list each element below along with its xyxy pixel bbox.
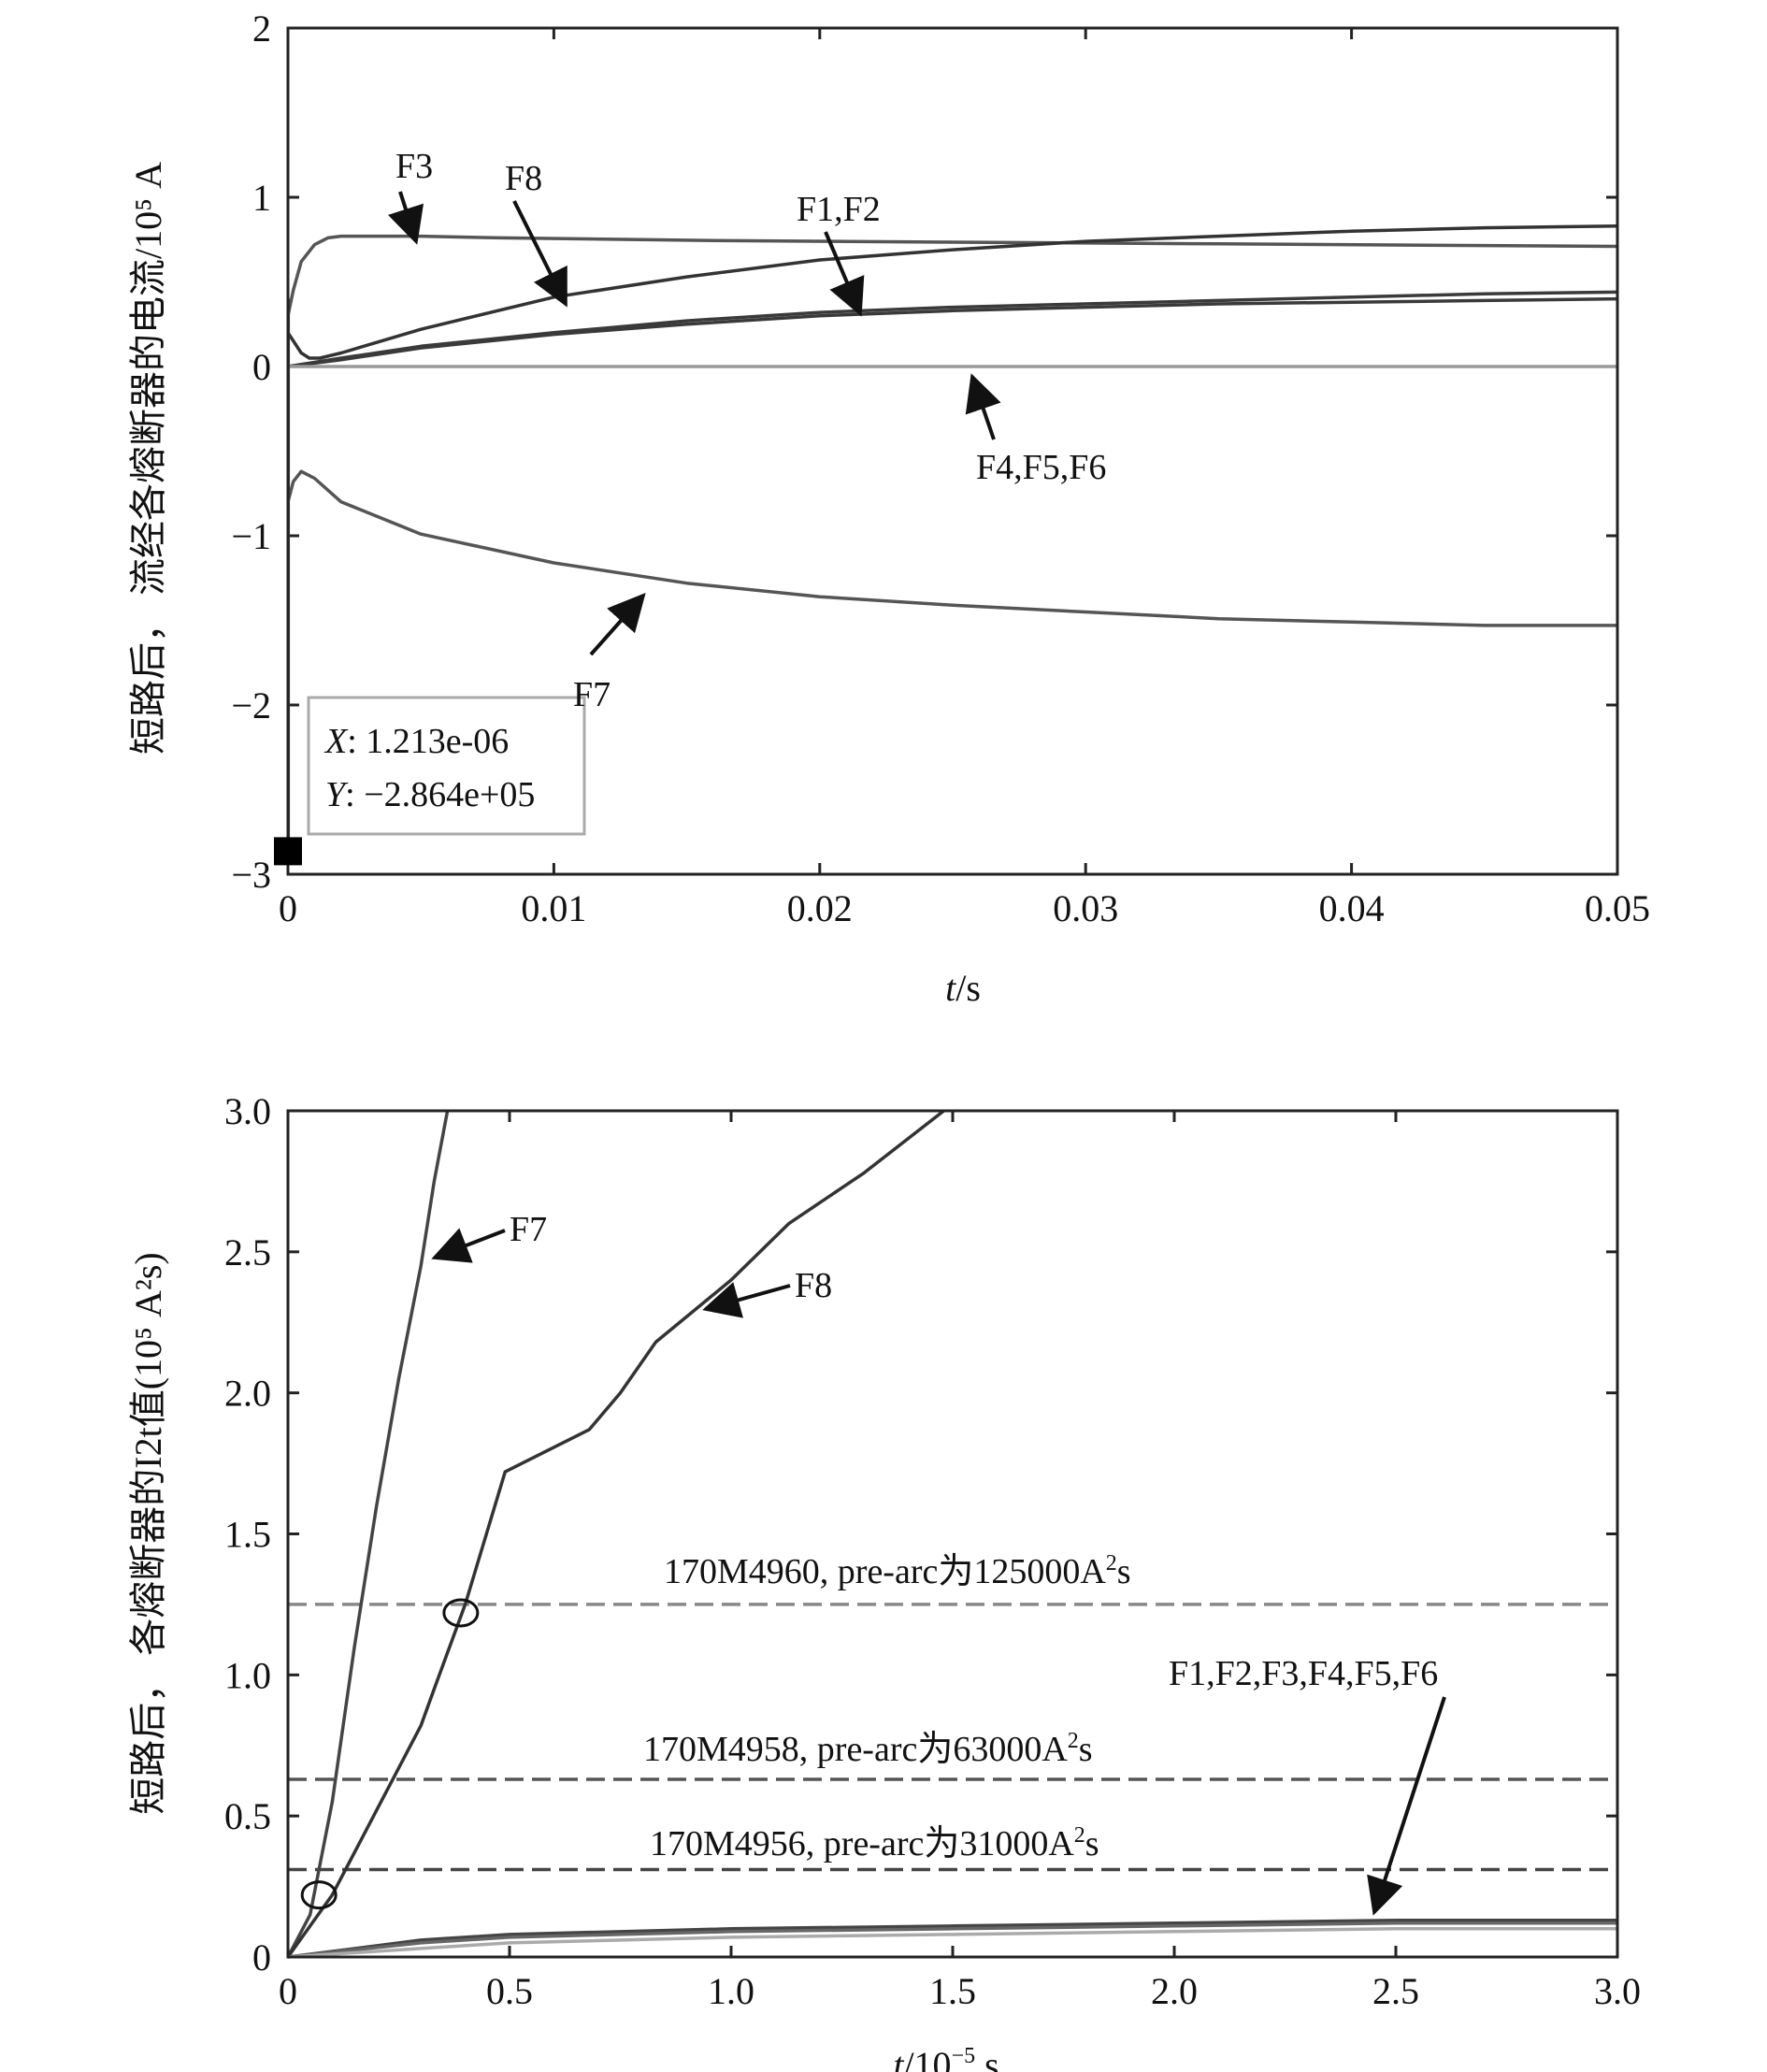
- bottom-x-tick-label: 3.0: [1594, 1970, 1641, 2012]
- annotation-f3: F3: [395, 147, 433, 186]
- annotation-f1-f2: F1,F2: [797, 190, 881, 229]
- arrow-f4-f5-f6: [965, 373, 1001, 440]
- top-y-tick-label: −3: [231, 854, 271, 896]
- bottom-series-f4-f5: [287, 1921, 1617, 1959]
- bottom-series: [286, 1109, 1617, 1959]
- bottom-chart: 0 0.5 1.0 1.5 2.0 2.5 3.0 0 0.5 1.0 1.5 2.0 2.5 3.0 1…: [127, 1090, 1641, 2072]
- annotation-bottom-f8: F8: [795, 1266, 832, 1305]
- top-chart: 0 0.01 0.02 0.03 0.04 0.05 −3 −2 −1 0 1 2 X: 1.213e…: [127, 7, 1650, 1009]
- bottom-y-tick-label: 1.5: [224, 1514, 271, 1556]
- top-y-tick-label: 1: [252, 177, 271, 219]
- arrow-f1-f6: [1367, 1696, 1446, 1916]
- arrow-f1-f2: [824, 231, 865, 317]
- top-x-tick-label: 0.03: [1053, 887, 1118, 929]
- bottom-y-tick-label: 0.5: [224, 1795, 271, 1837]
- bottom-y-tick-label: 0: [252, 1936, 271, 1978]
- bottom-series-f8: [286, 1109, 945, 1959]
- annotation-f4-f5-f6: F4,F5,F6: [976, 448, 1106, 487]
- bottom-y-tick-label: 1.0: [224, 1654, 271, 1696]
- bottom-series-f7: [286, 1110, 450, 1958]
- arrow-f7: [589, 593, 646, 656]
- bottom-x-axis-label: t/10−5 s: [893, 2044, 998, 2072]
- annotation-bottom-f7: F7: [510, 1210, 547, 1249]
- top-x-tick-label: 0: [279, 887, 297, 929]
- top-x-tick-label: 0.04: [1319, 887, 1385, 929]
- top-series-f2: [287, 296, 1618, 368]
- annotation-f8: F8: [505, 159, 542, 198]
- ref-label-170m4956: 170M4956, pre-arc为31000A2s: [650, 1823, 1099, 1863]
- bottom-y-tick-label: 2.0: [224, 1373, 271, 1415]
- top-y-tick-label: 0: [252, 346, 271, 388]
- top-y-axis-label: 短路后， 流经各熔断器的电流/10⁵ A: [127, 162, 169, 755]
- bottom-y-axis-label: 短路后， 各熔断器的I2t值(10⁵ A²s): [127, 1252, 169, 1814]
- datatip-y-line: Y: −2.864e+05: [325, 775, 535, 814]
- bottom-y-tick-label: 2.5: [224, 1231, 271, 1273]
- top-y-tick-label: −2: [231, 684, 271, 727]
- bottom-plot-frame: [286, 1109, 1619, 1959]
- bottom-x-tick-label: 0.5: [486, 1970, 533, 2012]
- top-series-f1: [287, 290, 1618, 368]
- top-ticks: 0 0.01 0.02 0.03 0.04 0.05 −3 −2 −1 0 1 2: [231, 7, 1650, 929]
- bottom-x-tick-label: 2.0: [1151, 1970, 1198, 2012]
- arrow-f8: [512, 200, 567, 308]
- top-y-tick-label: 2: [252, 7, 271, 50]
- top-series: [286, 224, 1618, 857]
- bottom-ticks: 0 0.5 1.0 1.5 2.0 2.5 3.0 0 0.5 1.0 1.5 2.0 2.5 3.0: [224, 1090, 1641, 2012]
- F8-marker: [442, 1598, 480, 1628]
- datatip[interactable]: X: 1.213e-06 Y: −2.864e+05: [307, 696, 586, 836]
- top-x-tick-label: 0.02: [787, 887, 853, 929]
- datatip-x-line: X: 1.213e-06: [323, 722, 509, 761]
- bottom-x-tick-label: 2.5: [1372, 1970, 1419, 2012]
- bottom-series-f6: [287, 1927, 1617, 1959]
- top-y-tick-label: −1: [231, 515, 271, 557]
- bottom-x-tick-label: 1.0: [708, 1970, 754, 2012]
- annotation-f7: F7: [573, 675, 611, 714]
- datatip-marker[interactable]: [274, 837, 302, 866]
- top-x-tick-label: 0.05: [1585, 887, 1650, 929]
- ref-label-170m4958: 170M4958, pre-arc为63000A2s: [643, 1729, 1093, 1769]
- arrow-f3: [387, 191, 424, 245]
- top-series-f7: [286, 469, 1617, 627]
- bottom-x-tick-label: 1.5: [929, 1970, 976, 2012]
- top-x-tick-label: 0.01: [521, 887, 586, 929]
- top-series-f8: [286, 224, 1618, 360]
- bottom-series-f1-f2-f3: [287, 1919, 1617, 1959]
- bottom-y-tick-label: 3.0: [224, 1090, 271, 1132]
- bottom-x-tick-label: 0: [279, 1970, 297, 2012]
- arrow-bottom-f7: [431, 1228, 506, 1263]
- arrow-bottom-f8: [702, 1282, 791, 1318]
- ref-label-170m4960: 170M4960, pre-arc为125000A2s: [664, 1551, 1131, 1591]
- F7-marker: [300, 1880, 338, 1910]
- annotation-f1-f6: F1,F2,F3,F4,F5,F6: [1169, 1654, 1438, 1693]
- top-x-axis-label: t/s: [945, 967, 981, 1009]
- top-plot-frame: [286, 26, 1619, 876]
